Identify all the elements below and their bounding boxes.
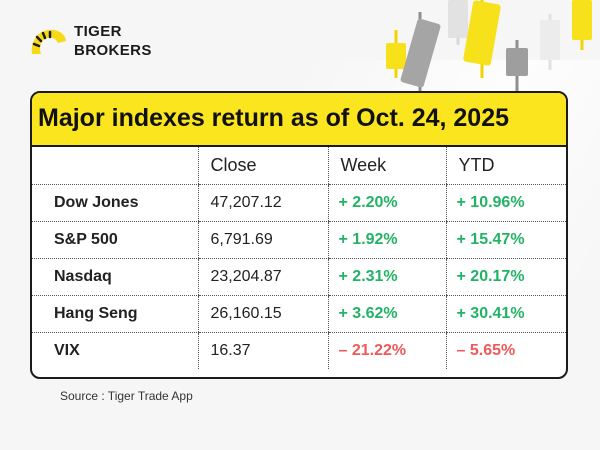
ytd-return: + 30.41% [445, 295, 566, 333]
candlestick-decoration [386, 0, 592, 98]
candle-yellow-2 [463, 0, 501, 78]
column-header-index [32, 147, 198, 185]
brand-line2: BROKERS [74, 42, 152, 59]
table-header-row: Close Week YTD [32, 147, 566, 185]
column-header-ytd: YTD [445, 147, 566, 185]
week-return: + 3.62% [327, 295, 446, 333]
table-row: Dow Jones 47,207.12 + 2.20% + 10.96% [32, 184, 566, 222]
week-return: – 21.22% [327, 332, 446, 369]
column-header-week: Week [327, 147, 446, 185]
table-row: Nasdaq 23,204.87 + 2.31% + 20.17% [32, 258, 566, 296]
week-return: + 2.31% [327, 258, 446, 296]
ytd-return: + 10.96% [445, 184, 566, 222]
ytd-return: + 20.17% [445, 258, 566, 296]
candle-gray-4 [540, 14, 560, 70]
candle-gray-1 [400, 12, 441, 98]
index-name: Hang Seng [32, 295, 198, 333]
ytd-return: – 5.65% [445, 332, 566, 369]
close-value: 47,207.12 [197, 184, 328, 222]
close-value: 6,791.69 [197, 221, 328, 259]
source-note: Source : Tiger Trade App [60, 389, 193, 403]
table-row: VIX 16.37 – 21.22% – 5.65% [32, 332, 566, 369]
table-row: Hang Seng 26,160.15 + 3.62% + 30.41% [32, 295, 566, 333]
tiger-brokers-logo: TIGER BROKERS [28, 20, 178, 66]
close-value: 26,160.15 [197, 295, 328, 333]
index-name: VIX [54, 341, 80, 359]
card-title: Major indexes return as of Oct. 24, 2025 [32, 93, 566, 147]
table-row: S&P 500 6,791.69 + 1.92% + 15.47% [32, 221, 566, 259]
brand-name: TIGER BROKERS [74, 22, 152, 60]
week-return: + 1.92% [327, 221, 446, 259]
close-value: 23,204.87 [197, 258, 328, 296]
index-name: S&P 500 [32, 221, 198, 259]
brand-line1: TIGER [74, 23, 122, 40]
close-value: 16.37 [197, 332, 328, 369]
index-name: Dow Jones [32, 184, 198, 222]
indexes-card: Major indexes return as of Oct. 24, 2025… [30, 91, 568, 379]
indexes-table: Close Week YTD Dow Jones 47,207.12 + 2.2… [32, 147, 566, 369]
candle-yellow-1 [386, 30, 406, 78]
tiger-claw-icon [31, 29, 66, 54]
column-header-close: Close [197, 147, 328, 185]
candle-gray-3 [506, 40, 528, 98]
ytd-return: + 15.47% [445, 221, 566, 259]
week-return: + 2.20% [327, 184, 446, 222]
candle-yellow-3 [572, 0, 592, 50]
index-name: Nasdaq [32, 258, 198, 296]
candle-gray-2 [448, 0, 468, 45]
